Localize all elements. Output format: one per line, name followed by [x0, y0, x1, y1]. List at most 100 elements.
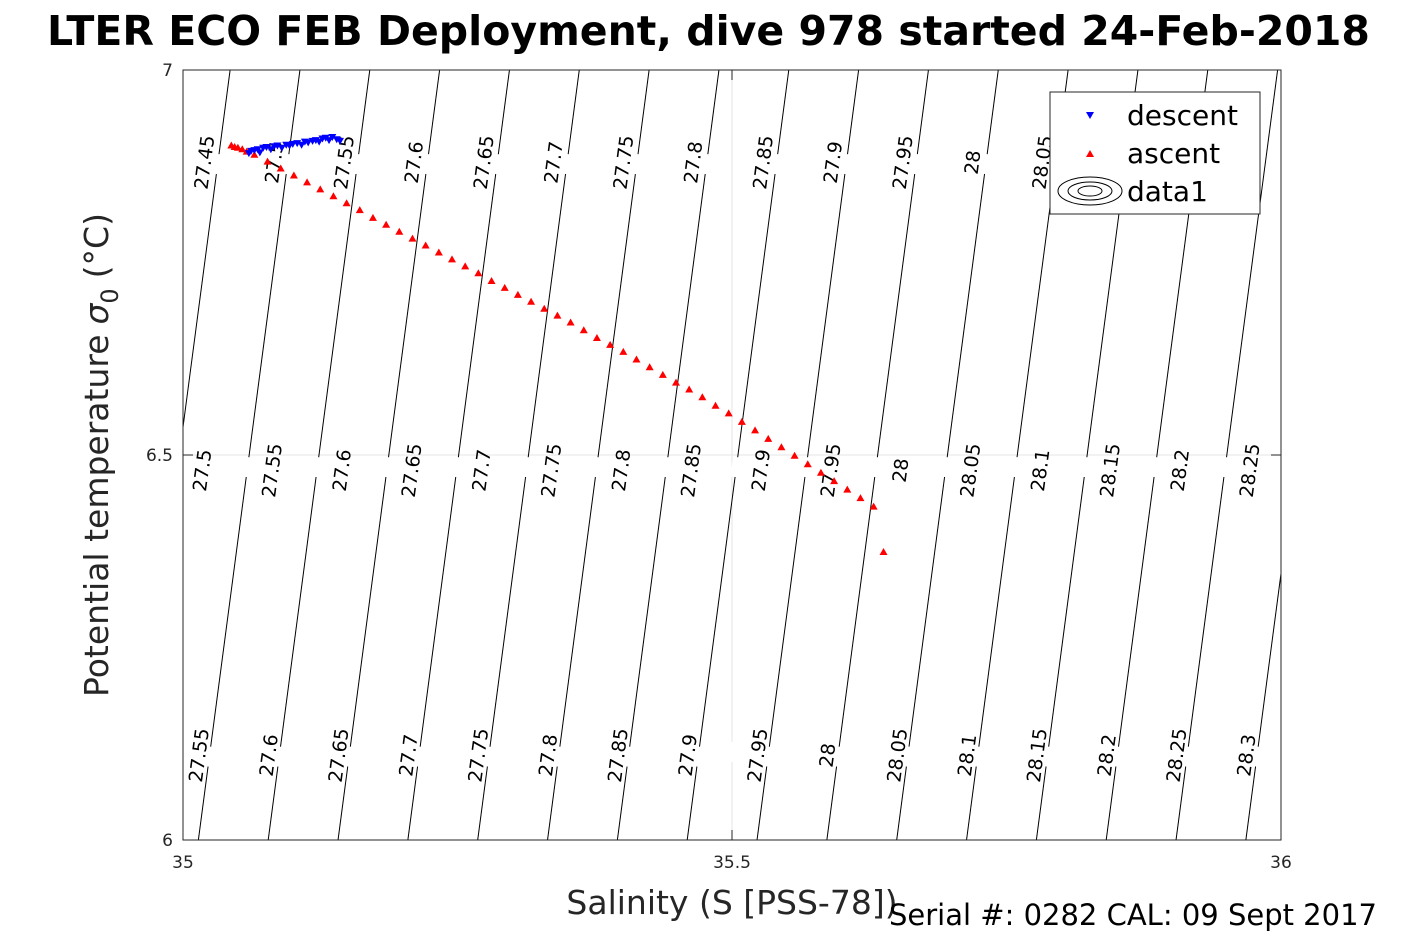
descent-point [304, 139, 313, 147]
contour-label: 27.8 [608, 448, 635, 493]
contour-label-bg [1079, 456, 1142, 485]
contour-label-bg [447, 741, 510, 770]
ascent-point [816, 468, 825, 476]
ascent-point [879, 548, 888, 556]
contour-label-bg [238, 741, 301, 770]
y-axis-label: Potential temperatureσ0(°C) [77, 213, 124, 697]
contour-label-bg [870, 456, 933, 485]
isopycnal-line [547, 70, 650, 840]
isopycnal-line [183, 70, 231, 431]
ascent-point [395, 227, 404, 235]
contour-label-bg [1219, 456, 1282, 485]
ascent-point [685, 385, 694, 393]
descent-point [262, 144, 271, 151]
ascent-point [513, 290, 522, 298]
ascent-point [421, 241, 430, 249]
legend-data1-label: data1 [1127, 175, 1208, 208]
y-tick-label: 6.5 [146, 446, 173, 466]
contour-label-bg [1215, 741, 1279, 770]
ascent-point [856, 494, 865, 502]
ascent-point [238, 145, 247, 153]
contour-label-bg [171, 456, 234, 485]
ascent-point [790, 451, 799, 459]
contour-label: 27.8 [535, 733, 562, 778]
ascent-point [276, 164, 285, 172]
contour-label-bg [313, 148, 376, 177]
ascent-point [632, 355, 641, 363]
serial-cal-footer: Serial #: 0282 CAL: 09 Sept 2017 [889, 898, 1377, 932]
isopycnal-line [756, 70, 860, 840]
x-tick-label: 36 [1270, 853, 1292, 873]
ascent-point [869, 502, 878, 510]
descent-point [255, 149, 264, 157]
contour-label-bg [1006, 741, 1069, 770]
contour-label-bg [1149, 456, 1212, 485]
contour-label: 27.5 [189, 448, 216, 493]
isopycnal-line [1316, 70, 1417, 840]
contour-label-bg [377, 741, 441, 770]
isopycnal-line [337, 70, 441, 840]
contour-label: 27.9 [820, 140, 847, 185]
ascent-point [724, 409, 733, 417]
contour-label-bg [1076, 741, 1139, 770]
contour-label: 27.6 [256, 733, 283, 778]
contour-label-bg [587, 741, 650, 770]
ascent-point [658, 370, 667, 378]
contour-label: 27.6 [401, 140, 428, 185]
ascent-point [527, 297, 536, 305]
contour-label-bg [732, 148, 795, 177]
contour-label-bg [866, 741, 929, 770]
descent-point [273, 142, 282, 150]
contour-label-bg [308, 741, 371, 770]
contour-label-bg [383, 148, 446, 177]
contour-label-bg [517, 741, 580, 770]
ascent-point [342, 199, 351, 207]
contour-label-bg [381, 456, 444, 485]
descent-point [336, 137, 345, 145]
ascent-point [434, 248, 443, 256]
ascent-point [461, 262, 470, 270]
contour-label: 27.7 [468, 448, 495, 493]
contour-label: 27.7 [395, 733, 422, 778]
ascent-point [579, 326, 588, 334]
ascent-point [250, 150, 259, 158]
axis-ticks: 35 35.5 36 6 6.5 7 [146, 61, 1292, 873]
contour-label: 27.9 [748, 448, 775, 493]
ascent-point [711, 401, 720, 409]
ascent-point [540, 304, 549, 312]
y-tick-label: 6 [162, 831, 173, 851]
isopycnal-line [407, 70, 510, 840]
isopycnal-line [686, 70, 790, 840]
contour-label-bg [657, 741, 720, 770]
ascent-point [233, 143, 242, 151]
contour-label-bg [523, 148, 586, 177]
contour-label-bg [592, 148, 656, 177]
ascent-point [672, 378, 681, 386]
descent-point [328, 133, 337, 141]
contour-label-bg [241, 456, 304, 485]
density-contours [183, 70, 1417, 840]
contour-label-bg [662, 148, 725, 177]
contour-label: 28.2 [1094, 733, 1121, 778]
ascent-point [843, 485, 852, 493]
ascent-point [382, 220, 391, 228]
contour-labels: 27.45 27.5 27.55 27.6 27.65 27.7 27.75 27.8 27.8… [168, 134, 1282, 784]
contour-label-bg [939, 456, 1002, 485]
ascent-point [751, 426, 760, 434]
ascent-point [289, 171, 298, 179]
ascent-point [553, 311, 562, 319]
descent-point [266, 146, 275, 154]
isopycnal-line [616, 70, 720, 840]
legend-descent-label: descent [1127, 99, 1238, 132]
descent-point [325, 137, 334, 145]
contour-label: 28 [961, 149, 986, 176]
legend-contour-icon [1057, 176, 1123, 206]
contour-label-bg [520, 456, 583, 485]
isopycnal-line [1245, 569, 1281, 840]
ascent-point [500, 283, 509, 291]
ascent-point [316, 185, 325, 193]
x-tick-label: 35.5 [713, 853, 751, 873]
ascent-point [764, 434, 773, 442]
contour-label-bg [727, 741, 790, 770]
